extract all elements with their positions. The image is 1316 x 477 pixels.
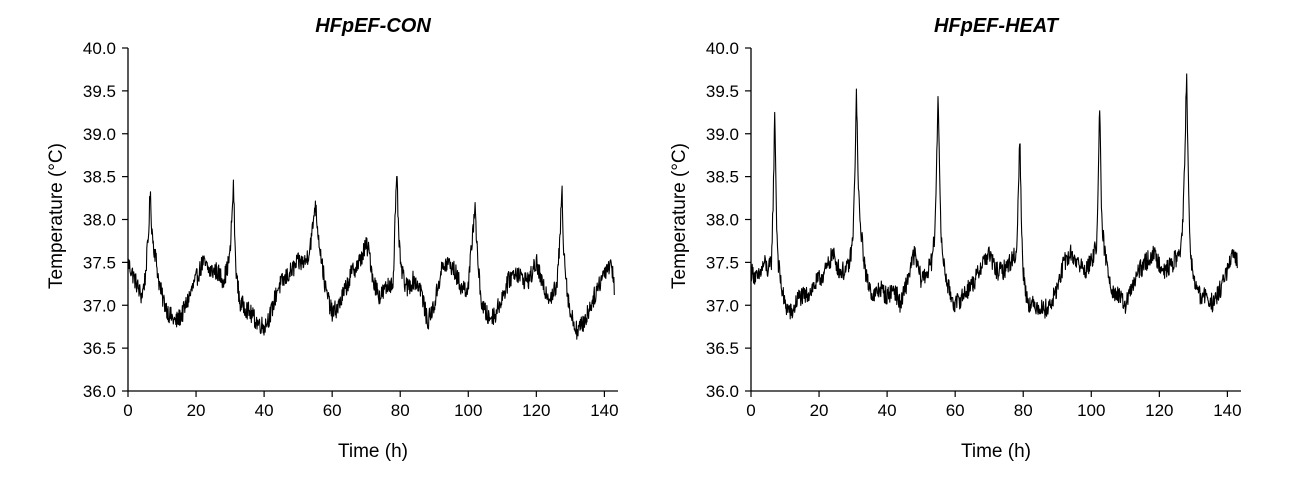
y-tick-label: 37.0 [706,296,739,315]
y-tick-label: 39.0 [706,125,739,144]
y-tick-label: 36.0 [83,382,116,401]
chart-hfpef-con: HFpEF-CON Temperature (°C) Time (h) 36.0… [46,15,619,462]
y-tick-label: 39.5 [706,82,739,101]
x-axis-label: Time (h) [338,441,408,462]
y-tick-label: 40.0 [83,39,116,58]
y-tick-label: 38.5 [706,168,739,187]
y-axis-label: Temperature (°C) [46,143,67,289]
y-tick-label: 39.0 [83,125,116,144]
y-tick-label: 38.0 [706,211,739,230]
series-line [750,73,1238,320]
x-tick-label: 0 [123,401,132,420]
y-tick-label: 38.5 [83,168,116,187]
y-tick-label: 40.0 [706,39,739,58]
axis-ticks: 36.0 36.5 37.0 37.5 38.0 38.5 39.0 39.5 40.0 0 20 4… [83,39,619,420]
x-tick-label: 20 [187,401,206,420]
x-axis-label: Time (h) [961,441,1031,462]
y-tick-label: 36.5 [83,339,116,358]
x-tick-label: 0 [746,401,755,420]
chart-title: HFpEF-HEAT [934,15,1060,37]
x-tick-label: 120 [522,401,550,420]
plot-area [750,73,1238,320]
y-tick-label: 36.5 [706,339,739,358]
x-tick-label: 80 [391,401,410,420]
y-tick-label: 37.0 [83,296,116,315]
x-tick-label: 40 [878,401,897,420]
chart-title: HFpEF-CON [315,15,431,37]
x-tick-label: 100 [454,401,482,420]
y-axis-label: Temperature (°C) [669,143,690,289]
x-tick-label: 60 [946,401,965,420]
x-tick-label: 40 [255,401,274,420]
chart-hfpef-heat: HFpEF-HEAT Temperature (°C) Time (h) 36.… [669,15,1242,462]
y-tick-label: 36.0 [706,382,739,401]
x-tick-label: 60 [323,401,342,420]
x-tick-label: 120 [1145,401,1173,420]
x-tick-label: 20 [810,401,829,420]
y-tick-label: 37.5 [83,253,116,272]
y-tick-label: 39.5 [83,82,116,101]
x-tick-label: 80 [1014,401,1033,420]
y-tick-label: 38.0 [83,211,116,230]
plot-area [127,175,615,340]
x-tick-label: 140 [590,401,618,420]
axis-ticks: 36.0 36.5 37.0 37.5 38.0 38.5 39.0 39.5 40.0 0 20 4… [706,39,1242,420]
y-tick-label: 37.5 [706,253,739,272]
series-line [127,175,615,340]
x-tick-label: 140 [1213,401,1241,420]
x-tick-label: 100 [1077,401,1105,420]
